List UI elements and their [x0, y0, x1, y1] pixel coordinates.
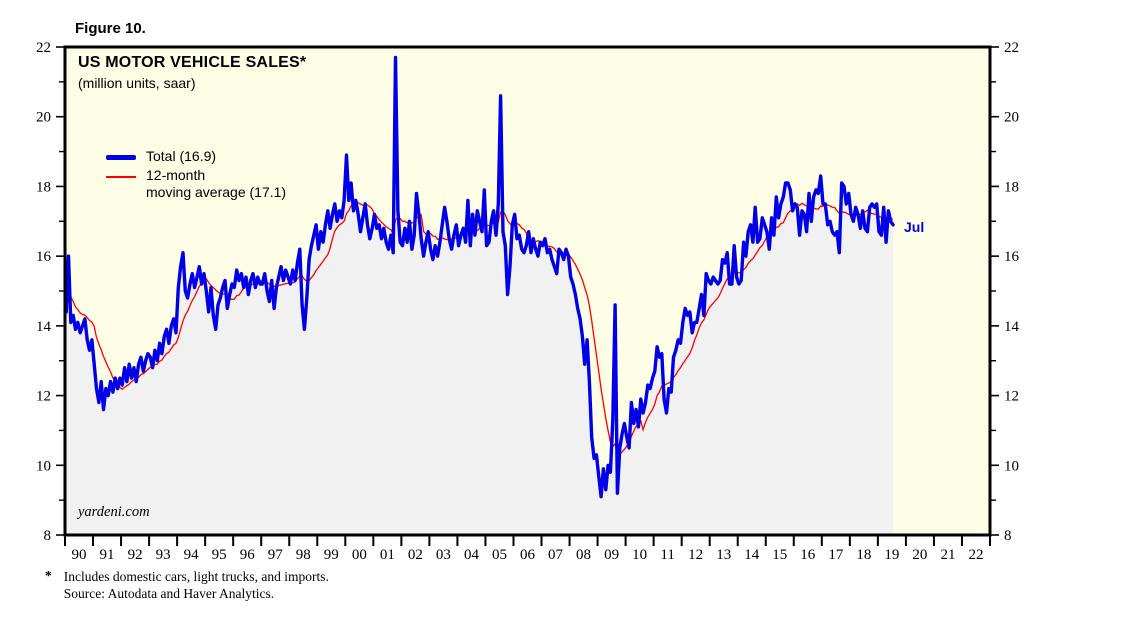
footnote-asterisk: * [45, 568, 52, 583]
x-axis-tick-label: 07 [548, 547, 564, 563]
y-axis-tick-label-right: 12 [1004, 389, 1019, 405]
x-axis-tick-label: 90 [72, 547, 87, 563]
y-axis-tick-label-left: 14 [36, 319, 52, 335]
x-axis-tick-label: 94 [184, 547, 200, 563]
x-axis-tick-label: 04 [464, 547, 480, 563]
y-axis-tick-label-right: 22 [1004, 40, 1019, 56]
y-axis-tick-label-right: 10 [1004, 458, 1019, 474]
x-axis-tick-label: 19 [884, 547, 899, 563]
x-axis-tick-label: 12 [688, 547, 703, 563]
x-axis-tick-label: 99 [324, 547, 339, 563]
legend-row-total: Total (16.9) [106, 148, 286, 165]
footnote: * Includes domestic cars, light trucks, … [45, 568, 329, 602]
x-axis-tick-label: 11 [660, 547, 674, 563]
legend-row-moving-average: 12-month moving average (17.1) [106, 167, 286, 201]
legend-ma-label-line2: moving average (17.1) [146, 184, 287, 200]
x-axis-tick-label: 10 [632, 547, 647, 563]
x-axis-tick-label: 95 [212, 547, 227, 563]
legend: Total (16.9) 12-month moving average (17… [106, 148, 286, 203]
x-axis-tick-label: 93 [156, 547, 171, 563]
legend-moving-average-label: 12-month moving average (17.1) [146, 167, 286, 201]
x-axis-tick-label: 18 [856, 547, 871, 563]
latest-month-annotation: Jul [904, 219, 925, 235]
x-axis-tick-label: 96 [240, 547, 256, 563]
chart-title: US MOTOR VEHICLE SALES* [78, 54, 307, 71]
y-axis-tick-label-left: 16 [36, 249, 52, 265]
x-axis-tick-label: 06 [520, 547, 536, 563]
y-axis-tick-label-left: 12 [36, 389, 51, 405]
x-axis-tick-label: 17 [828, 547, 844, 563]
y-axis-tick-label-left: 10 [36, 458, 51, 474]
y-axis-tick-label-left: 22 [36, 40, 51, 56]
x-axis-tick-label: 20 [912, 547, 927, 563]
y-axis-tick-label-left: 18 [36, 179, 51, 195]
y-axis-tick-label-right: 20 [1004, 110, 1019, 126]
x-axis-tick-label: 05 [492, 547, 507, 563]
figure-label: Figure 10. [75, 20, 146, 37]
x-axis-tick-label: 14 [744, 547, 760, 563]
x-axis-tick-label: 13 [716, 547, 731, 563]
chart-subtitle: (million units, saar) [78, 75, 196, 91]
y-axis-tick-label-left: 8 [44, 528, 52, 544]
x-axis-tick-label: 21 [940, 547, 955, 563]
x-axis-tick-label: 92 [128, 547, 143, 563]
footnote-line1: Includes domestic cars, light trucks, an… [63, 569, 329, 584]
x-axis-tick-label: 03 [436, 547, 451, 563]
x-axis-tick-label: 15 [772, 547, 787, 563]
y-axis-tick-label-right: 8 [1004, 528, 1012, 544]
watermark-yardeni: yardeni.com [78, 504, 150, 520]
moving-average-line-swatch [106, 176, 136, 178]
y-axis-tick-label-right: 16 [1004, 249, 1020, 265]
x-axis-tick-label: 16 [800, 547, 816, 563]
x-axis-tick-label: 91 [100, 547, 115, 563]
total-sales-line [63, 55, 895, 499]
total-line-swatch [106, 155, 136, 160]
x-axis-tick-label: 22 [968, 547, 983, 563]
y-axis-tick-label-left: 20 [36, 110, 51, 126]
x-axis-tick-label: 01 [380, 547, 395, 563]
x-axis-tick-label: 97 [268, 547, 284, 563]
x-axis-tick-label: 09 [604, 547, 619, 563]
y-axis-tick-label-right: 18 [1004, 179, 1019, 195]
x-axis-tick-label: 00 [352, 547, 367, 563]
y-axis-tick-label-right: 14 [1004, 319, 1020, 335]
footnote-line2: Source: Autodata and Haver Analytics. [63, 586, 275, 601]
x-axis-tick-label: 98 [296, 547, 311, 563]
legend-total-label: Total (16.9) [146, 148, 217, 164]
x-axis-tick-label: 08 [576, 547, 591, 563]
legend-ma-label-line1: 12-month [146, 167, 206, 183]
x-axis-tick-label: 02 [408, 547, 423, 563]
area-under-total-line [65, 57, 894, 535]
